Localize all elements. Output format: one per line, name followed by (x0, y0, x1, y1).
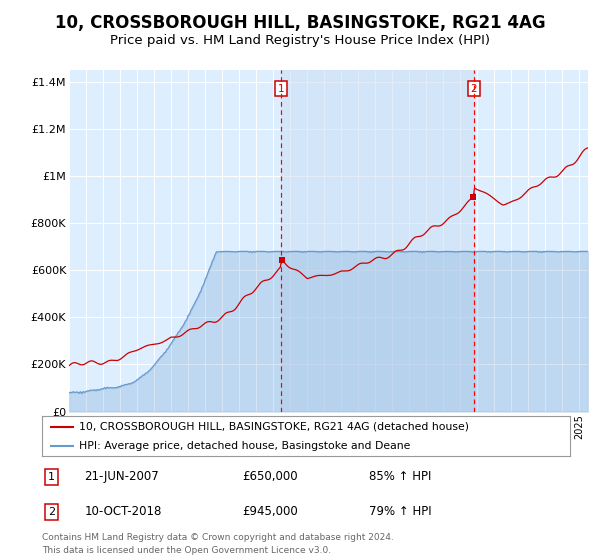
Text: 2: 2 (470, 84, 477, 94)
Text: £650,000: £650,000 (242, 470, 298, 483)
Text: 1: 1 (278, 84, 284, 94)
Text: 10, CROSSBOROUGH HILL, BASINGSTOKE, RG21 4AG: 10, CROSSBOROUGH HILL, BASINGSTOKE, RG21… (55, 14, 545, 32)
Text: £945,000: £945,000 (242, 505, 298, 518)
Text: 85% ↑ HPI: 85% ↑ HPI (370, 470, 432, 483)
Text: 10-OCT-2018: 10-OCT-2018 (84, 505, 161, 518)
Text: Contains HM Land Registry data © Crown copyright and database right 2024.
This d: Contains HM Land Registry data © Crown c… (42, 533, 394, 554)
Text: 79% ↑ HPI: 79% ↑ HPI (370, 505, 432, 518)
Bar (281, 70, 473, 412)
Text: 1: 1 (48, 472, 55, 482)
Text: Price paid vs. HM Land Registry's House Price Index (HPI): Price paid vs. HM Land Registry's House … (110, 34, 490, 46)
Text: 10, CROSSBOROUGH HILL, BASINGSTOKE, RG21 4AG (detached house): 10, CROSSBOROUGH HILL, BASINGSTOKE, RG21… (79, 422, 469, 432)
Text: 2: 2 (48, 507, 55, 517)
Text: 21-JUN-2007: 21-JUN-2007 (84, 470, 159, 483)
Text: HPI: Average price, detached house, Basingstoke and Deane: HPI: Average price, detached house, Basi… (79, 441, 410, 450)
